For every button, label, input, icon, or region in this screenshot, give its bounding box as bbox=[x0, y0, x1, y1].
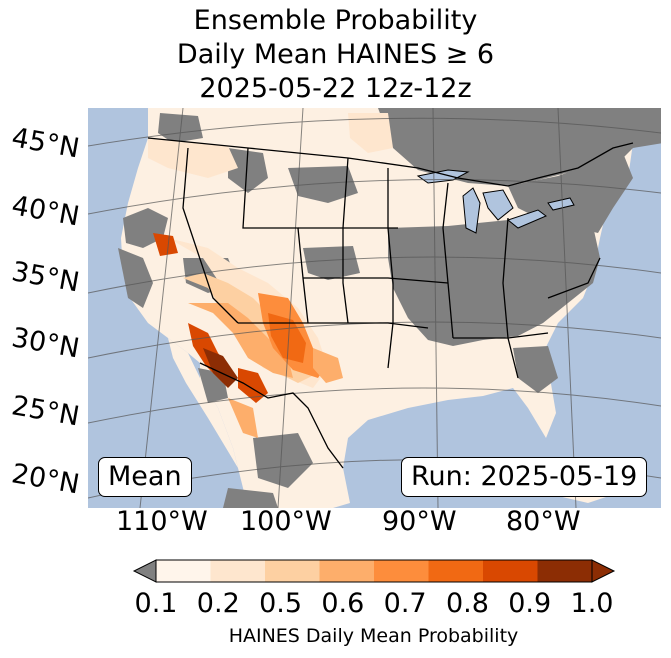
colorbar-cell-3 bbox=[319, 560, 375, 582]
colorbar-tick-5: 0.8 bbox=[445, 588, 489, 619]
colorbar-cell-5 bbox=[428, 560, 484, 582]
title-line-1: Ensemble Probability bbox=[193, 5, 478, 36]
lon-label-90: 90°W bbox=[382, 506, 457, 537]
lat-label-30: 30°N bbox=[9, 322, 82, 365]
lon-label-110: 110°W bbox=[116, 506, 208, 537]
colorbar-tick-7: 1.0 bbox=[570, 588, 614, 619]
probability-map bbox=[88, 108, 661, 508]
statistic-label: Mean bbox=[98, 457, 192, 497]
colorbar-cell-1 bbox=[210, 560, 266, 582]
lat-label-20: 20°N bbox=[9, 458, 82, 501]
colorbar-label: HAINES Daily Mean Probability bbox=[228, 625, 519, 647]
colorbar-under-arrow bbox=[132, 559, 157, 583]
colorbar-tick-3: 0.6 bbox=[321, 588, 365, 619]
colorbar-tick-6: 0.9 bbox=[508, 588, 552, 619]
colorbar-over-arrow bbox=[591, 559, 616, 583]
colorbar-cell-2 bbox=[265, 560, 320, 582]
colorbar-tick-2: 0.5 bbox=[259, 588, 303, 619]
lat-label-40: 40°N bbox=[9, 190, 82, 233]
colorbar-cell-0 bbox=[156, 560, 211, 582]
lat-label-45: 45°N bbox=[9, 122, 82, 165]
run-date-label: Run: 2025-05-19 bbox=[401, 457, 648, 497]
colorbar-tick-0: 0.1 bbox=[134, 588, 178, 619]
colorbar-tick-1: 0.2 bbox=[196, 588, 240, 619]
colorbar-cell-7 bbox=[537, 560, 593, 582]
lon-label-100: 100°W bbox=[240, 506, 332, 537]
title-line-2: Daily Mean HAINES ≥ 6 bbox=[176, 39, 495, 70]
lat-label-35: 35°N bbox=[9, 256, 82, 299]
colorbar-tick-4: 0.7 bbox=[383, 588, 427, 619]
colorbar-outline bbox=[155, 559, 593, 583]
colorbar-cell-6 bbox=[483, 560, 538, 582]
lat-label-25: 25°N bbox=[9, 390, 82, 433]
colorbar-cell-4 bbox=[374, 560, 429, 582]
colorbar bbox=[132, 559, 616, 583]
missing-data bbox=[118, 108, 661, 508]
lon-label-80: 80°W bbox=[506, 506, 581, 537]
borders bbox=[147, 137, 634, 469]
title-line-3: 2025-05-22 12z-12z bbox=[199, 73, 472, 104]
